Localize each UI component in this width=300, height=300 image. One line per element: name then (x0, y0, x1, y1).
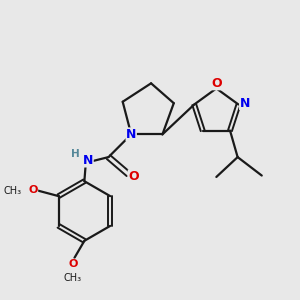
Text: O: O (28, 185, 38, 195)
Text: N: N (126, 128, 136, 141)
Text: O: O (128, 170, 139, 183)
Text: O: O (68, 259, 78, 269)
Text: CH₃: CH₃ (4, 186, 22, 196)
Text: O: O (212, 77, 222, 90)
Text: H: H (70, 149, 80, 159)
Text: CH₃: CH₃ (64, 273, 82, 284)
Text: N: N (83, 154, 93, 167)
Text: N: N (239, 97, 250, 110)
